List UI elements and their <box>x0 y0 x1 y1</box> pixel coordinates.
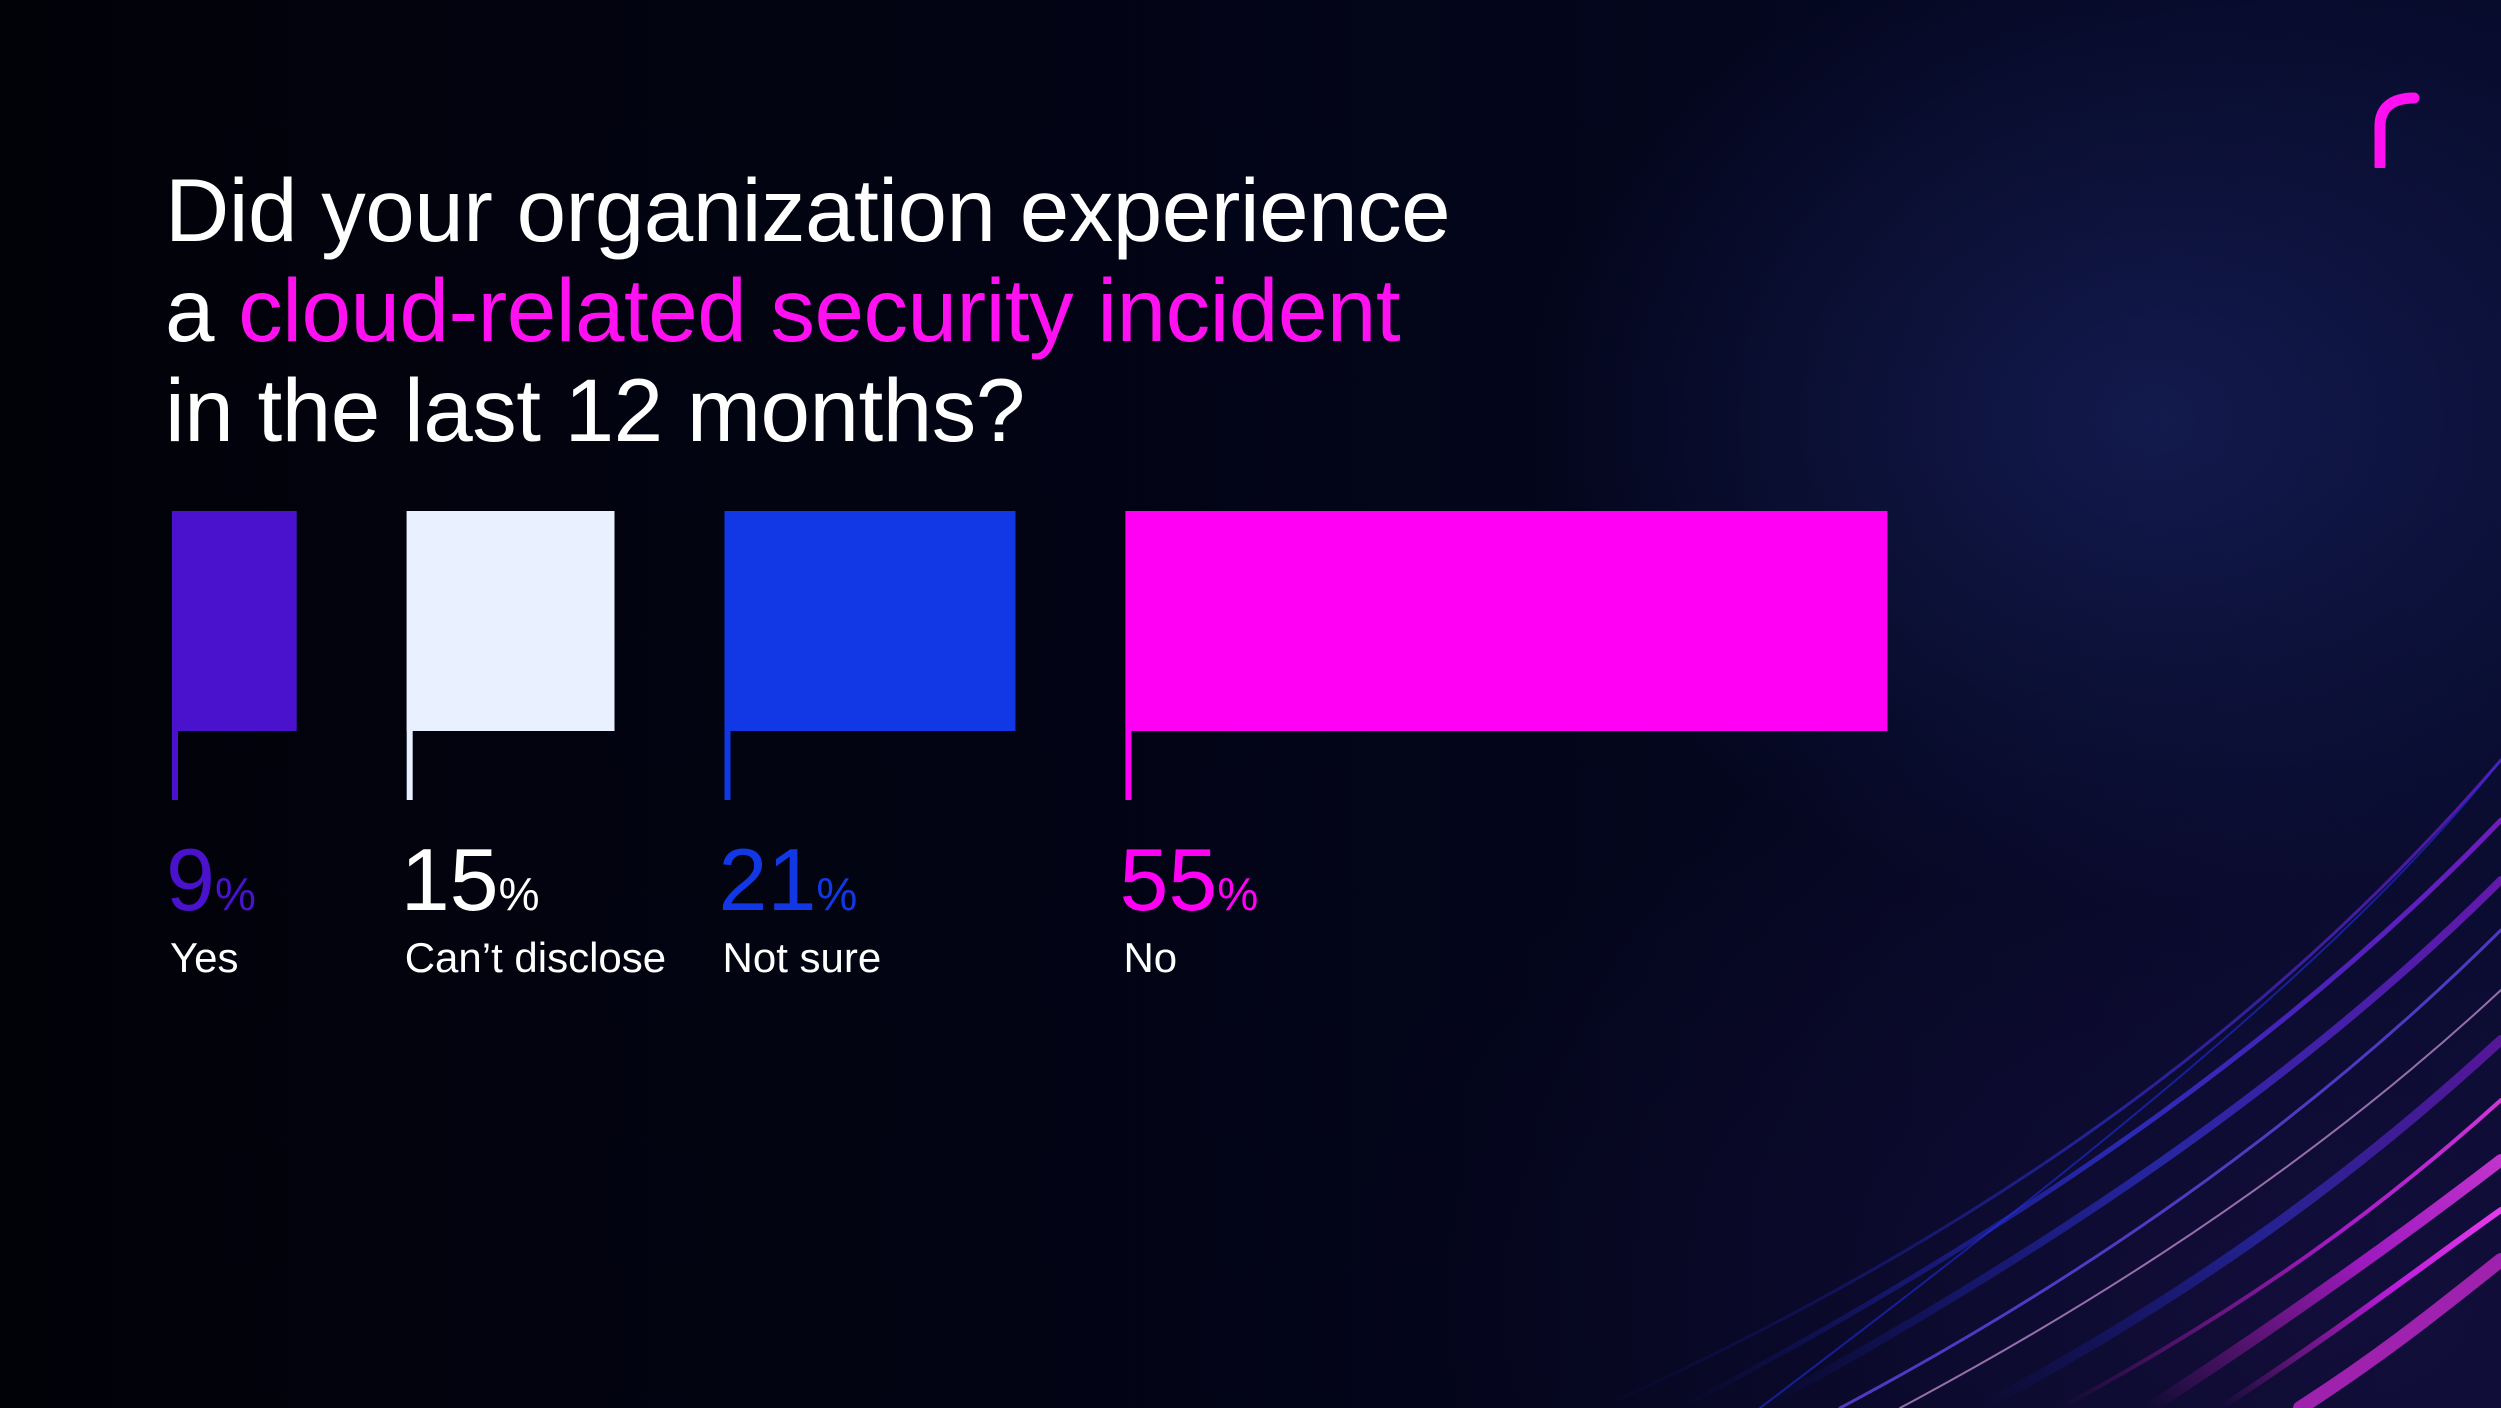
category-label: No <box>1123 934 1177 981</box>
title-line-2-prefix: a <box>165 260 239 360</box>
title-highlight: cloud-related security incident <box>238 260 1401 360</box>
flag-bar-1: 9% Yes <box>166 511 297 981</box>
bar <box>172 511 297 731</box>
title-line-1: Did your organization experience <box>165 160 1451 260</box>
chart-title: Did your organization experience a cloud… <box>165 160 1765 460</box>
bar <box>724 511 1016 731</box>
value-label: 55% <box>1119 830 1258 929</box>
flag-bar-3: 21% Not sure <box>719 511 1016 981</box>
category-label: Can’t disclose <box>405 934 666 981</box>
bar <box>1125 511 1888 731</box>
title-line-3: in the last 12 months? <box>165 360 1025 460</box>
value-label: 9% <box>166 830 256 929</box>
bar <box>406 511 615 731</box>
value-label: 15% <box>401 830 540 929</box>
flag-bar-2: 15% Can’t disclose <box>401 511 666 981</box>
brand-logo-icon <box>2374 92 2420 168</box>
flag-bar-4: 55% No <box>1119 511 1888 981</box>
category-label: Yes <box>170 934 239 981</box>
value-label: 21% <box>719 830 858 929</box>
category-label: Not sure <box>723 934 882 981</box>
